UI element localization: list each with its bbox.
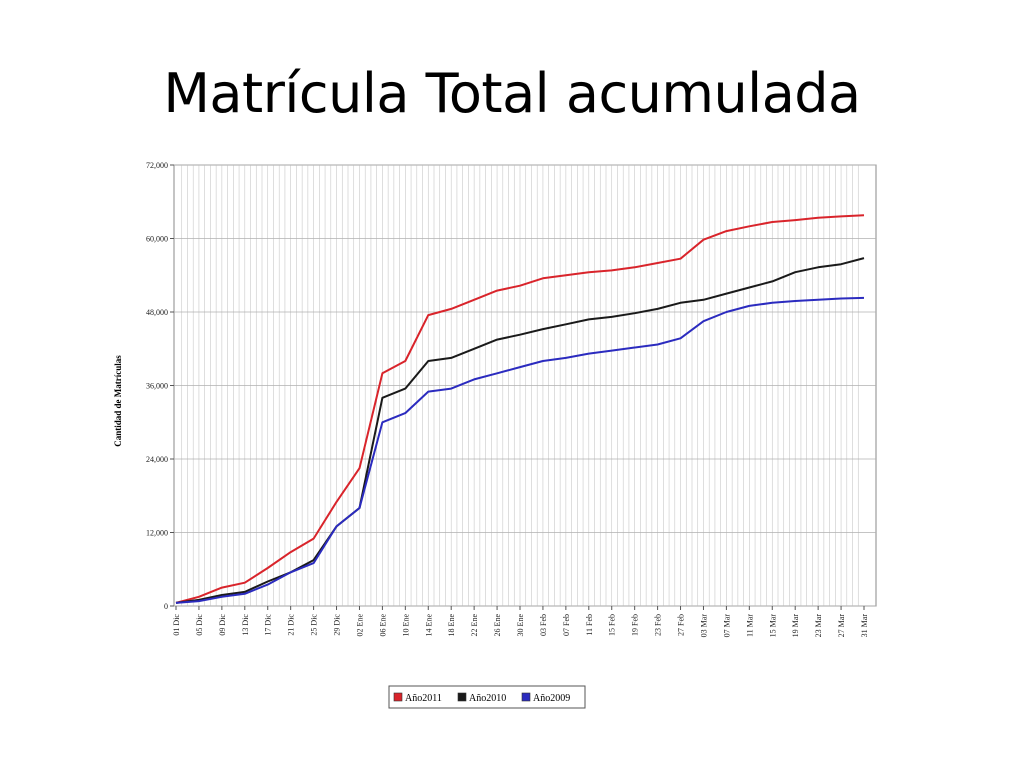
x-tick-label: 27 Mar [837, 614, 846, 638]
x-tick-label: 27 Feb [677, 614, 686, 636]
legend: Año2011 Año2010 Año2009 [388, 685, 586, 709]
x-tick-label: 29 Dic [333, 614, 342, 636]
legend-label: Año2009 [533, 693, 570, 704]
x-tick-label: 23 Feb [654, 614, 663, 636]
x-tick-label: 07 Mar [722, 614, 731, 638]
x-tick-label: 17 Dic [264, 614, 273, 636]
x-tick-label: 15 Mar [768, 614, 777, 638]
series-line-año2011 [175, 214, 865, 604]
x-tick-label: 19 Mar [791, 614, 800, 638]
x-tick-label: 21 Dic [287, 614, 296, 636]
x-tick-label: 05 Dic [195, 614, 204, 636]
x-tick-label: 06 Ene [378, 614, 387, 637]
x-tick-label: 13 Dic [241, 614, 250, 636]
slide-title: Matrícula Total acumulada [163, 62, 861, 125]
x-tick-label: 22 Ene [470, 614, 479, 637]
grid-layer [173, 164, 877, 607]
y-tick-label: 24,000 [146, 455, 168, 464]
x-tick-label: 14 Ene [424, 614, 433, 637]
y-tick-label: 0 [164, 602, 168, 611]
x-tick-label: 10 Ene [401, 614, 410, 637]
x-tick-label: 02 Ene [355, 614, 364, 637]
x-tick-label: 11 Feb [585, 614, 594, 636]
x-tick-label: 19 Feb [631, 614, 640, 636]
y-axis-label: Cantidad de Matrículas [113, 355, 123, 447]
legend-label: Año2010 [469, 693, 506, 704]
series-layer [175, 214, 865, 604]
x-tick-label: 15 Feb [608, 614, 617, 636]
x-tick-label: 07 Feb [562, 614, 571, 636]
y-tick-label: 48,000 [146, 308, 168, 317]
x-tick-label: 03 Mar [699, 614, 708, 638]
x-tick-label: 31 Mar [860, 614, 869, 638]
x-tick-label: 30 Ene [516, 614, 525, 637]
x-tick-label: 11 Mar [745, 614, 754, 637]
x-tick-label: 23 Mar [814, 614, 823, 638]
y-tick-label: 60,000 [146, 235, 168, 244]
axis-layer: 0 12,000 24,000 36,000 48,000 60,000 72,000 01 … [146, 161, 869, 637]
legend-swatch [521, 692, 531, 702]
legend-box [388, 685, 586, 709]
x-tick-label: 01 Dic [172, 614, 181, 636]
y-tick-label: 12,000 [146, 529, 168, 538]
x-tick-label: 03 Feb [539, 614, 548, 636]
y-tick-label: 72,000 [146, 161, 168, 170]
legend-swatch [457, 692, 467, 702]
x-tick-label: 18 Ene [447, 614, 456, 637]
x-tick-label: 25 Dic [310, 614, 319, 636]
legend-swatch [393, 692, 403, 702]
series-line-año2009 [175, 296, 865, 604]
x-tick-label: 09 Dic [218, 614, 227, 636]
x-tick-label: 26 Ene [493, 614, 502, 637]
legend-label: Año2011 [405, 693, 442, 704]
y-tick-label: 36,000 [146, 382, 168, 391]
